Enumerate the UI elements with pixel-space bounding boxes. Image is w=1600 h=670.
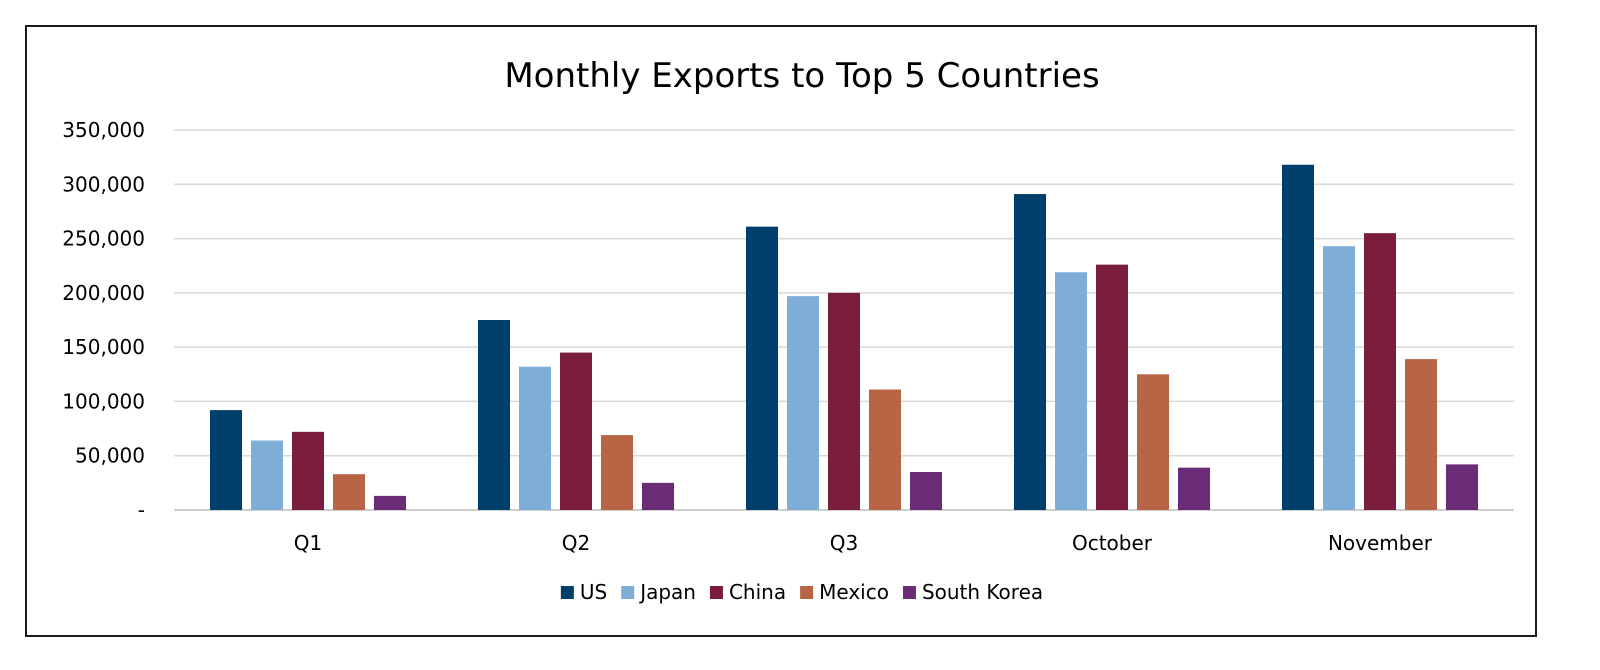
legend-swatch-us — [560, 586, 574, 599]
bar-us — [1014, 194, 1046, 511]
bars — [210, 164, 1478, 511]
y-tick-label: 350,000 — [62, 118, 145, 142]
x-tick-label: Q3 — [830, 531, 858, 555]
bar-china — [828, 292, 860, 510]
legend-label-china: China — [729, 580, 786, 604]
legend-swatch-japan — [621, 586, 635, 599]
bar-us — [478, 320, 510, 510]
legend: US Japan China Mexico South Korea — [560, 580, 1043, 604]
bar-mexico — [1137, 374, 1169, 510]
x-tick-label: November — [1328, 531, 1433, 555]
legend-swatch-mexico — [800, 586, 814, 599]
chart-frame: Monthly Exports to Top 5 Countries - 50,0… — [25, 25, 1537, 637]
x-tick-label: Q1 — [294, 531, 322, 555]
legend-label-japan: Japan — [638, 580, 696, 604]
bar-south-korea — [642, 482, 674, 510]
bar-us — [210, 410, 242, 510]
y-tick-label: 100,000 — [62, 389, 145, 413]
y-tick-label: 50,000 — [75, 444, 145, 468]
x-axis-ticks: Q1 Q2 Q3 October November — [294, 531, 1433, 555]
bar-japan — [519, 366, 551, 510]
bar-mexico — [1405, 359, 1437, 510]
bar-japan — [251, 440, 283, 510]
legend-label-mexico: Mexico — [819, 580, 889, 604]
y-tick-label: 300,000 — [62, 172, 145, 196]
bar-china — [292, 431, 324, 510]
bar-us — [746, 226, 778, 510]
y-tick-label: 250,000 — [62, 227, 145, 251]
bar-chart: Monthly Exports to Top 5 Countries - 50,0… — [62, 56, 1514, 604]
legend-label-south-korea: South Korea — [922, 580, 1043, 604]
y-axis-ticks: - 50,000 100,000 150,000 200,000 250,000 300,0… — [62, 118, 145, 522]
bar-south-korea — [910, 472, 942, 510]
bar-china — [1096, 264, 1128, 510]
bar-japan — [1323, 246, 1355, 510]
y-tick-label: - — [138, 498, 145, 522]
bar-china — [560, 352, 592, 510]
bar-south-korea — [1178, 467, 1210, 510]
bar-south-korea — [374, 495, 406, 510]
bar-mexico — [869, 389, 901, 510]
legend-swatch-china — [709, 586, 723, 599]
x-tick-label: October — [1072, 531, 1153, 555]
x-tick-label: Q2 — [562, 531, 590, 555]
bar-us — [1282, 164, 1314, 510]
bar-mexico — [601, 435, 633, 510]
bar-japan — [787, 296, 819, 510]
bar-china — [1364, 233, 1396, 510]
chart-title: Monthly Exports to Top 5 Countries — [504, 56, 1099, 96]
bar-mexico — [333, 474, 365, 510]
bar-japan — [1055, 272, 1087, 510]
bar-south-korea — [1446, 464, 1478, 510]
legend-swatch-south-korea — [902, 586, 916, 599]
legend-label-us: US — [580, 580, 607, 604]
y-tick-label: 200,000 — [62, 281, 145, 305]
y-tick-label: 150,000 — [62, 335, 145, 359]
